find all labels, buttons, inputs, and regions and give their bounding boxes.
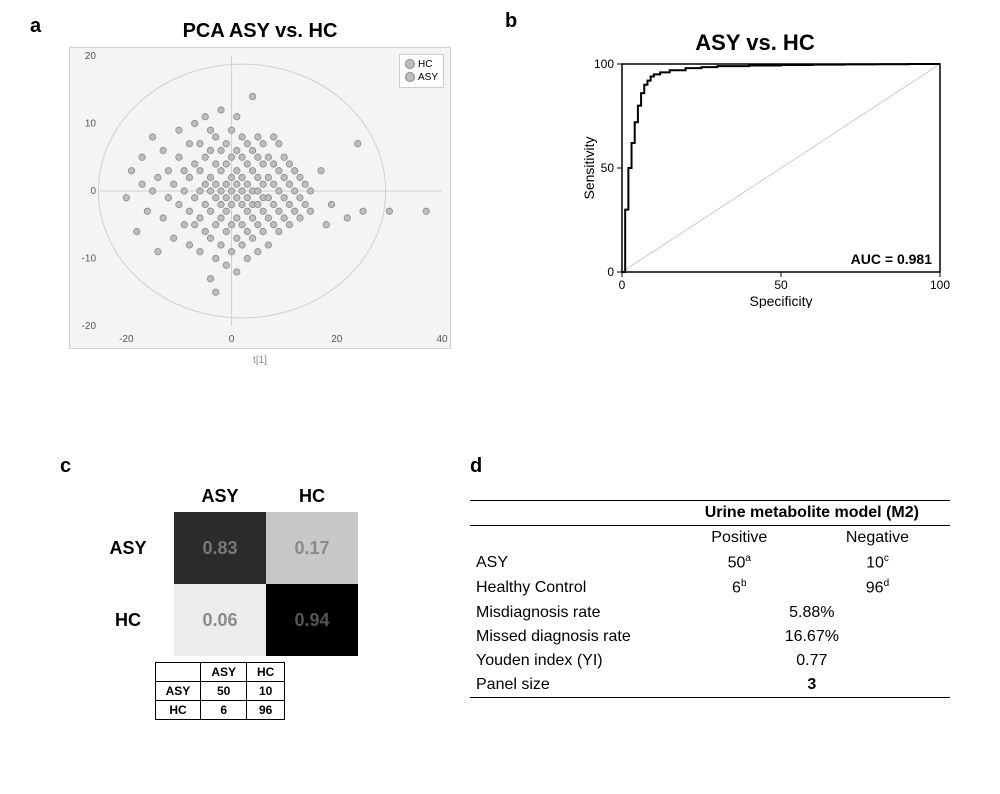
svg-text:20: 20 — [331, 334, 343, 345]
svg-text:-10: -10 — [82, 254, 97, 265]
pca-plot-area: -2002040-20-1001020 HC ASY t[1] — [69, 47, 451, 349]
panel-d-m2table: Urine metabolite model (M2) Positive Neg… — [470, 500, 970, 698]
svg-text:10: 10 — [85, 119, 97, 130]
panel-a-pca: PCA ASY vs. HC -20 0 20 40 -20 -10 0 10 20 HC AS… — [60, 20, 460, 370]
cm-cell-0-1: 0.17 — [266, 512, 358, 584]
panel-b-roc: ASY vs. HC 0 50 100 0 50 100 Specificity Sensit… — [540, 30, 970, 340]
svg-text:-20: -20 — [82, 321, 97, 332]
m2-row-value: 5.88% — [674, 601, 950, 625]
panel-label-c: c — [60, 455, 71, 478]
svg-text:AUC = 0.981: AUC = 0.981 — [851, 251, 933, 267]
roc-svg: 0 50 100 0 50 100 Specificity Sensitivity AUC = … — [580, 58, 950, 308]
cm-row-hc: HC — [82, 584, 174, 656]
cm-col-hc: HC — [266, 480, 358, 512]
counts-row-asy: ASY — [155, 682, 201, 701]
svg-text:0: 0 — [607, 265, 614, 279]
panel-c-confusion: ASY HC ASY 0.83 0.17 HC 0.06 0.94 ASY HC… — [70, 480, 370, 720]
counts-1-1: 96 — [247, 701, 285, 720]
dot-icon — [405, 59, 415, 69]
svg-text:0: 0 — [90, 186, 96, 197]
svg-text:100: 100 — [930, 278, 950, 292]
m2-row-value: 0.77 — [674, 649, 950, 673]
legend-label-hc: HC — [418, 59, 432, 70]
counts-1-0: 6 — [201, 701, 247, 720]
m2-cell-neg: 96d — [805, 575, 950, 600]
panel-label-b: b — [505, 10, 517, 33]
m2-table: Urine metabolite model (M2) Positive Neg… — [470, 500, 950, 698]
m2-sub-positive: Positive — [674, 526, 805, 551]
cm-cell-0-0: 0.83 — [174, 512, 266, 584]
panel-label-a: a — [30, 15, 41, 38]
legend-item-asy: ASY — [405, 71, 438, 84]
svg-text:Sensitivity: Sensitivity — [581, 136, 597, 199]
m2-row-label: Misdiagnosis rate — [470, 601, 674, 625]
cm-row-asy: ASY — [82, 512, 174, 584]
dot-icon — [405, 72, 415, 82]
svg-text:100: 100 — [594, 58, 614, 71]
m2-cell-pos: 6b — [674, 575, 805, 600]
m2-row-label: Healthy Control — [470, 575, 674, 600]
legend-label-asy: ASY — [418, 72, 438, 83]
m2-sub-negative: Negative — [805, 526, 950, 551]
cm-cell-1-0: 0.06 — [174, 584, 266, 656]
svg-text:Specificity: Specificity — [749, 293, 812, 308]
roc-plot-area: 0 50 100 0 50 100 Specificity Sensitivity AUC = … — [580, 58, 950, 308]
m2-header: Urine metabolite model (M2) — [674, 501, 950, 526]
figure-root: a b c d PCA ASY vs. HC -20 0 20 40 -20 -10 0 10… — [0, 0, 1000, 794]
svg-text:0: 0 — [619, 278, 626, 292]
m2-row-value: 16.67% — [674, 625, 950, 649]
svg-text:50: 50 — [774, 278, 788, 292]
m2-cell-pos: 50a — [674, 550, 805, 575]
m2-row-label: ASY — [470, 550, 674, 575]
m2-row-label: Missed diagnosis rate — [470, 625, 674, 649]
pca-legend: HC ASY — [399, 54, 444, 88]
svg-text:50: 50 — [601, 161, 615, 175]
counts-0-1: 10 — [247, 682, 285, 701]
m2-row-label: Youden index (YI) — [470, 649, 674, 673]
roc-title: ASY vs. HC — [540, 30, 970, 56]
legend-item-hc: HC — [405, 58, 438, 71]
svg-text:40: 40 — [436, 334, 448, 345]
counts-col-hc: HC — [247, 663, 285, 682]
pca-xlabel: t[1] — [70, 355, 450, 366]
counts-0-0: 50 — [201, 682, 247, 701]
counts-table: ASY HC ASY 50 10 HC 6 96 — [155, 662, 286, 720]
svg-text:0: 0 — [229, 334, 235, 345]
cm-cell-1-1: 0.94 — [266, 584, 358, 656]
m2-cell-neg: 10c — [805, 550, 950, 575]
panel-label-d: d — [470, 455, 482, 478]
pca-svg: -20 0 20 40 -20 -10 0 10 20 — [70, 48, 450, 348]
m2-row-label: Panel size — [470, 673, 674, 698]
svg-text:-20: -20 — [119, 334, 134, 345]
cm-col-asy: ASY — [174, 480, 266, 512]
confusion-matrix: ASY HC ASY 0.83 0.17 HC 0.06 0.94 — [82, 480, 358, 656]
svg-text:20: 20 — [85, 51, 97, 62]
pca-title: PCA ASY vs. HC — [60, 20, 460, 43]
counts-row-hc: HC — [155, 701, 201, 720]
m2-row-value: 3 — [674, 673, 950, 698]
counts-col-asy: ASY — [201, 663, 247, 682]
